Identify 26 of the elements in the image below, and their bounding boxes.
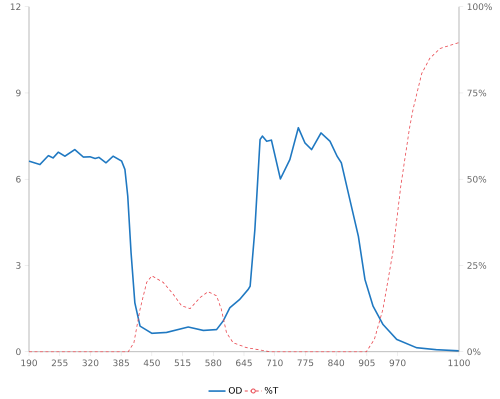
x-tick-label: 255 bbox=[52, 359, 68, 366]
x-tick-label: 905 bbox=[358, 359, 375, 366]
y2-tick-label: 0% bbox=[467, 348, 480, 356]
y2-tick-label: 50% bbox=[467, 176, 486, 183]
x-tick-label: 645 bbox=[236, 359, 252, 366]
y-tick-label: 12 bbox=[10, 3, 20, 10]
x-tick-label: 515 bbox=[174, 359, 190, 366]
y2-tick-label: 25% bbox=[467, 262, 486, 269]
x-tick-label: 840 bbox=[328, 359, 344, 366]
x-tick-label: 320 bbox=[82, 359, 98, 366]
x-tick-label: 450 bbox=[144, 359, 160, 366]
x-tick-label: 970 bbox=[390, 359, 406, 366]
x-tick-label: 1100 bbox=[448, 359, 470, 366]
x-tick-label: 190 bbox=[21, 359, 37, 366]
x-tick-label: 775 bbox=[298, 359, 314, 366]
y2-tick-label: 75% bbox=[468, 90, 486, 96]
x-tick-label: 710 bbox=[266, 359, 283, 366]
x-tick-label: 580 bbox=[205, 359, 222, 366]
y-tick-label: 9 bbox=[16, 90, 21, 96]
x-tick-label: 385 bbox=[113, 359, 129, 366]
y-tick-label: 0 bbox=[16, 348, 21, 356]
y-tick-label: 6 bbox=[16, 176, 21, 183]
y-tick-label: 3 bbox=[16, 262, 21, 269]
legend-label: OD bbox=[228, 386, 242, 394]
legend-label: %T bbox=[264, 386, 278, 394]
y2-tick-label: 100% bbox=[468, 3, 492, 10]
